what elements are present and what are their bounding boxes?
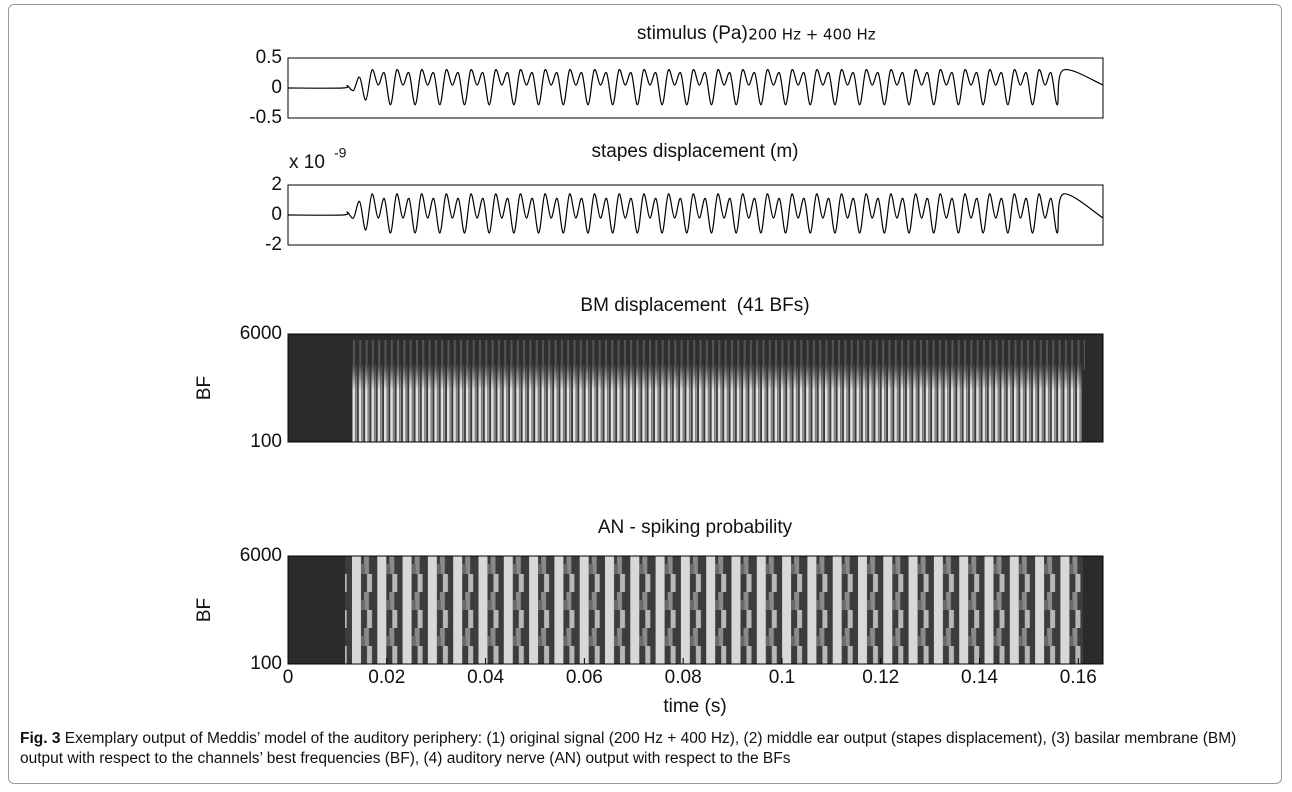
panel-title: BM displacement (41 BFs) [580, 295, 809, 316]
caption: Fig. 3 Exemplary output of Meddis’ model… [20, 729, 1278, 768]
axis-multiplier-exponent: -9 [334, 145, 347, 161]
x-tick-label: 0.1 [769, 667, 795, 688]
plot-frame [287, 333, 1104, 443]
annotation: 200 Hz + 400 Hz [748, 26, 875, 44]
plot-frame [287, 57, 1104, 119]
caption-label: Fig. 3 [20, 730, 61, 747]
plot-frame [287, 555, 1104, 665]
y-axis-label: BF [194, 376, 215, 400]
y-tick-label: 6000 [240, 545, 282, 566]
x-tick-label: 0.14 [961, 667, 998, 688]
plot-frame [287, 184, 1104, 246]
y-axis-label: BF [194, 598, 215, 622]
y-tick-label: 100 [250, 431, 282, 452]
panel-title: stapes displacement (m) [592, 141, 799, 162]
x-tick-label: 0.12 [862, 667, 899, 688]
y-tick-label: 6000 [240, 323, 282, 344]
x-tick-label: 0.06 [566, 667, 603, 688]
x-tick-label: 0.02 [368, 667, 405, 688]
y-tick-label: -0.5 [249, 107, 282, 128]
x-tick-label: 0.16 [1060, 667, 1097, 688]
y-tick-label: 100 [250, 653, 282, 674]
y-tick-label: 0 [271, 77, 282, 98]
y-tick-label: 0 [271, 204, 282, 225]
axis-multiplier: x 10 [289, 152, 325, 173]
y-tick-label: -2 [265, 234, 282, 255]
x-axis-label: time (s) [663, 696, 726, 717]
panel-title: AN - spiking probability [598, 517, 793, 538]
x-tick-label: 0 [283, 667, 294, 688]
waveform [287, 68, 1104, 106]
y-tick-label: 2 [271, 174, 282, 195]
x-tick-label: 0.08 [665, 667, 702, 688]
x-tick-label: 0.04 [467, 667, 504, 688]
caption-text: Exemplary output of Meddis’ model of the… [20, 730, 1237, 767]
panel-title: stimulus (Pa). [637, 23, 753, 44]
y-tick-label: 0.5 [256, 47, 282, 68]
heatmap-fade [352, 364, 1082, 390]
heatmap-texture [345, 556, 1083, 664]
waveform [287, 193, 1104, 234]
figure-frame [8, 4, 1282, 784]
